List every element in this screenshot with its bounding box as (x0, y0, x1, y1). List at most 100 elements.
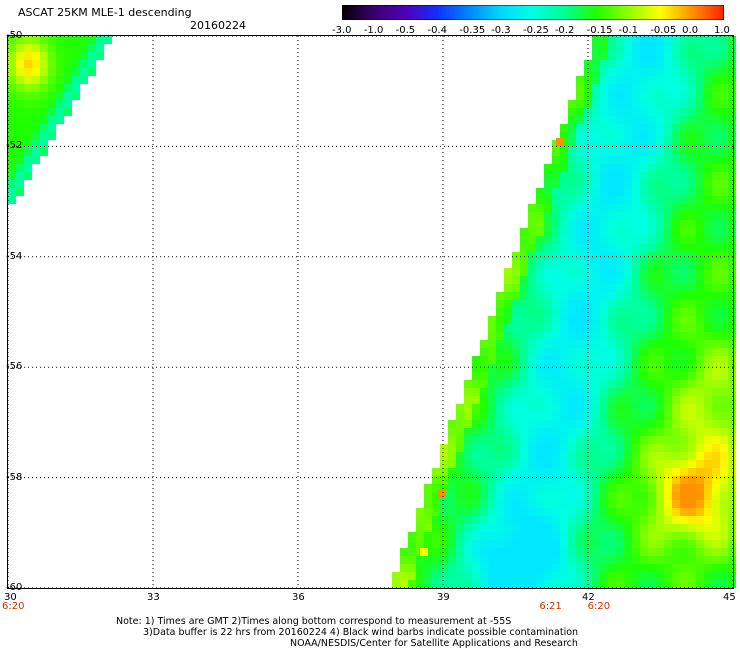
data-cell (40, 76, 48, 84)
data-cell (672, 116, 680, 124)
data-cell (560, 508, 568, 516)
data-cell (712, 308, 720, 316)
data-cell (672, 324, 680, 332)
data-cell (496, 556, 504, 564)
data-cell (520, 460, 528, 468)
data-cell (640, 76, 648, 84)
data-cell (656, 428, 664, 436)
data-cell (712, 460, 720, 468)
data-cell (496, 452, 504, 460)
data-cell (24, 156, 32, 164)
data-cell (528, 212, 536, 220)
data-cell (608, 428, 616, 436)
data-cell (24, 132, 32, 140)
data-cell (472, 524, 480, 532)
data-cell (528, 284, 536, 292)
data-cell (712, 468, 720, 476)
data-cell (488, 428, 496, 436)
data-cell (520, 540, 528, 548)
data-cell (552, 444, 560, 452)
data-cell (672, 412, 680, 420)
data-cell (504, 428, 512, 436)
data-cell (664, 84, 672, 92)
data-cell (624, 508, 632, 516)
data-cell (496, 444, 504, 452)
data-cell (512, 404, 520, 412)
data-cell (640, 84, 648, 92)
data-cell (632, 204, 640, 212)
data-cell (624, 340, 632, 348)
data-cell (672, 220, 680, 228)
data-cell (688, 180, 696, 188)
data-cell (568, 276, 576, 284)
data-cell (528, 444, 536, 452)
data-cell (592, 516, 600, 524)
data-cell (672, 180, 680, 188)
data-cell (472, 484, 480, 492)
data-cell (656, 476, 664, 484)
data-cell (712, 100, 720, 108)
data-cell (728, 76, 736, 84)
data-cell (552, 196, 560, 204)
data-cell (528, 564, 536, 572)
data-cell (592, 436, 600, 444)
data-cell (552, 204, 560, 212)
data-cell (504, 452, 512, 460)
data-cell (536, 292, 544, 300)
data-cell (712, 388, 720, 396)
data-cell (512, 268, 520, 276)
data-cell (504, 508, 512, 516)
data-cell (624, 84, 632, 92)
data-cell (480, 420, 488, 428)
data-cell (680, 132, 688, 140)
data-cell (592, 380, 600, 388)
data-cell (696, 540, 704, 548)
data-cell (568, 436, 576, 444)
data-cell (552, 340, 560, 348)
data-cell (728, 468, 736, 476)
data-cell (664, 212, 672, 220)
data-cell (608, 164, 616, 172)
data-cell (712, 132, 720, 140)
data-cell (720, 404, 728, 412)
data-cell (608, 188, 616, 196)
data-cell (464, 492, 472, 500)
data-cell (16, 148, 24, 156)
data-cell (536, 356, 544, 364)
data-cell (624, 220, 632, 228)
data-cell (616, 484, 624, 492)
data-cell (592, 76, 600, 84)
data-cell (624, 524, 632, 532)
data-cell (472, 444, 480, 452)
data-cell (576, 532, 584, 540)
data-cell (664, 276, 672, 284)
data-cell (48, 100, 56, 108)
data-cell (600, 124, 608, 132)
data-cell (728, 188, 736, 196)
data-cell (544, 164, 552, 172)
colorbar-tick-label: -0.2 (554, 25, 575, 36)
data-cell (528, 540, 536, 548)
data-cell (640, 476, 648, 484)
data-cell (720, 116, 728, 124)
data-cell (592, 132, 600, 140)
data-cell (32, 148, 40, 156)
data-cell (632, 412, 640, 420)
data-cell (728, 444, 736, 452)
data-cell (616, 204, 624, 212)
data-cell (400, 572, 408, 580)
data-cell (40, 68, 48, 76)
data-cell (640, 420, 648, 428)
data-cell (600, 324, 608, 332)
data-cell (576, 132, 584, 140)
data-cell (696, 444, 704, 452)
data-cell (504, 460, 512, 468)
data-cell (448, 524, 456, 532)
data-cell (680, 180, 688, 188)
data-cell (448, 436, 456, 444)
data-cell (544, 260, 552, 268)
data-cell (64, 60, 72, 68)
time-label: 6:20 (587, 601, 611, 612)
data-cell (712, 556, 720, 564)
data-cell (520, 292, 528, 300)
